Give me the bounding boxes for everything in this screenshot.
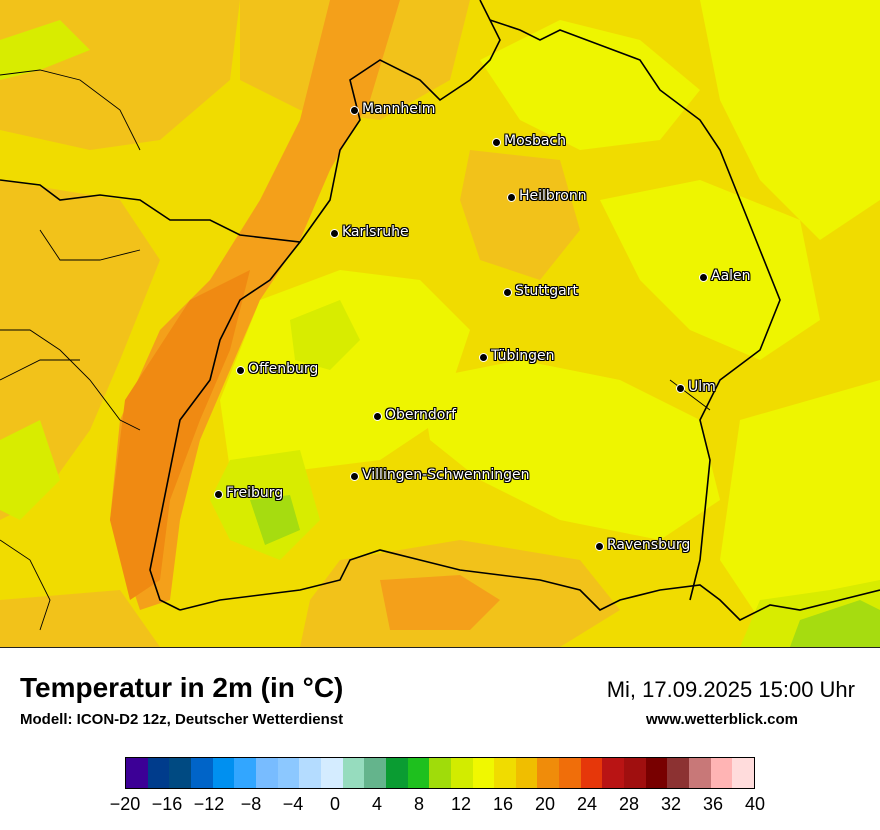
legend-swatch — [255, 758, 278, 788]
legend-swatch — [320, 758, 343, 788]
city-dot — [492, 138, 501, 147]
temperature-field-region — [420, 360, 720, 540]
temperature-field-region — [480, 20, 700, 150]
temperature-field-region — [460, 150, 580, 280]
legend-ticks: −20 −16 −12 −8 −4 0 4 8 12 16 20 24 28 32 36 40 — [110, 794, 765, 818]
temperature-field-region — [0, 420, 60, 520]
temperature-field-region — [700, 0, 880, 240]
legend-tick-label: 16 — [492, 794, 514, 814]
legend-tick-label: 20 — [534, 794, 556, 814]
legend-swatch — [407, 758, 430, 788]
forecast-datetime: Mi, 17.09.2025 15:00 Uhr — [606, 677, 855, 702]
temperature-field-region — [380, 575, 500, 630]
legend-swatch — [450, 758, 473, 788]
legend-swatch — [234, 758, 256, 788]
legend-swatch — [342, 758, 365, 788]
legend-swatch — [645, 758, 668, 788]
legend-swatch — [429, 758, 451, 788]
legend-swatch — [624, 758, 646, 788]
legend-tick-label: 8 — [413, 794, 425, 814]
legend-tick-label: −8 — [240, 794, 262, 814]
map-canvas — [0, 0, 880, 647]
city-dot — [479, 353, 488, 362]
city-label: Mosbach — [504, 133, 566, 149]
legend-swatch — [364, 758, 386, 788]
legend-swatch — [515, 758, 538, 788]
temperature-map: Mannheim Mosbach Heilbronn Karlsruhe Aal… — [0, 0, 880, 648]
city-dot — [330, 229, 339, 238]
temperature-field-region — [250, 495, 300, 545]
legend-tick-label: 36 — [702, 794, 724, 814]
legend-swatch — [299, 758, 321, 788]
city-label: Tübingen — [491, 348, 555, 364]
map-title: Temperatur in 2m (in °C) — [20, 672, 344, 703]
city-dot — [350, 472, 359, 481]
legend-tick-label: 24 — [576, 794, 598, 814]
legend-swatch — [602, 758, 625, 788]
legend-swatch — [147, 758, 170, 788]
legend-swatch — [580, 758, 603, 788]
legend-tick-label: −4 — [282, 794, 304, 814]
temperature-field-region — [110, 270, 250, 600]
city-label: Heilbronn — [519, 188, 587, 204]
model-source: Modell: ICON-D2 12z, Deutscher Wetterdie… — [20, 711, 344, 728]
state-borders — [0, 0, 880, 621]
city-label: Stuttgart — [515, 283, 578, 299]
legend-swatch — [472, 758, 495, 788]
temperature-field-region — [600, 180, 820, 360]
legend-swatch — [277, 758, 300, 788]
legend-tick-label: 12 — [450, 794, 472, 814]
temperature-field-region — [0, 20, 90, 80]
legend-swatch — [169, 758, 191, 788]
city-label: Offenburg — [248, 361, 319, 377]
legend-tick-label: −20 — [109, 794, 141, 814]
legend-swatch — [126, 758, 148, 788]
legend-tick-label: −12 — [193, 794, 225, 814]
legend-swatch — [537, 758, 560, 788]
temperature-field-region — [220, 270, 470, 470]
city-dot — [699, 273, 708, 282]
legend-tick-label: 28 — [618, 794, 640, 814]
legend-swatch — [689, 758, 711, 788]
city-label: Oberndorf — [385, 407, 457, 423]
city-dot — [595, 542, 604, 551]
city-dot — [676, 384, 685, 393]
temperature-field-region — [790, 600, 880, 647]
legend-swatch — [190, 758, 213, 788]
legend-swatch — [710, 758, 733, 788]
city-label: Mannheim — [362, 101, 436, 117]
website-credit: www.wetterblick.com — [646, 711, 798, 728]
legend-swatch — [667, 758, 690, 788]
city-dot — [507, 193, 516, 202]
city-dot — [236, 366, 245, 375]
legend-tick-label: −16 — [151, 794, 183, 814]
city-dot — [373, 412, 382, 421]
temperature-field-region — [290, 300, 360, 370]
legend-swatch — [732, 758, 755, 788]
legend-tick-label: 0 — [329, 794, 341, 814]
city-dot — [214, 490, 223, 499]
city-label: Karlsruhe — [342, 224, 409, 240]
city-label: Freiburg — [226, 485, 284, 501]
legend-swatch — [212, 758, 235, 788]
legend-swatch — [385, 758, 408, 788]
city-label: Aalen — [711, 268, 751, 284]
temperature-field-region — [0, 590, 160, 647]
city-dot — [503, 288, 512, 297]
legend-tick-label: 32 — [660, 794, 682, 814]
legend-tick-label: 4 — [371, 794, 383, 814]
color-legend — [125, 757, 755, 789]
legend-swatch — [494, 758, 516, 788]
city-dot — [350, 106, 359, 115]
legend-tick-label: 40 — [744, 794, 766, 814]
city-label: Ulm — [688, 379, 716, 395]
legend-swatch — [559, 758, 581, 788]
city-label: Villingen-Schwenningen — [362, 467, 530, 483]
temperature-field-region — [720, 380, 880, 620]
city-label: Ravensburg — [607, 537, 691, 553]
